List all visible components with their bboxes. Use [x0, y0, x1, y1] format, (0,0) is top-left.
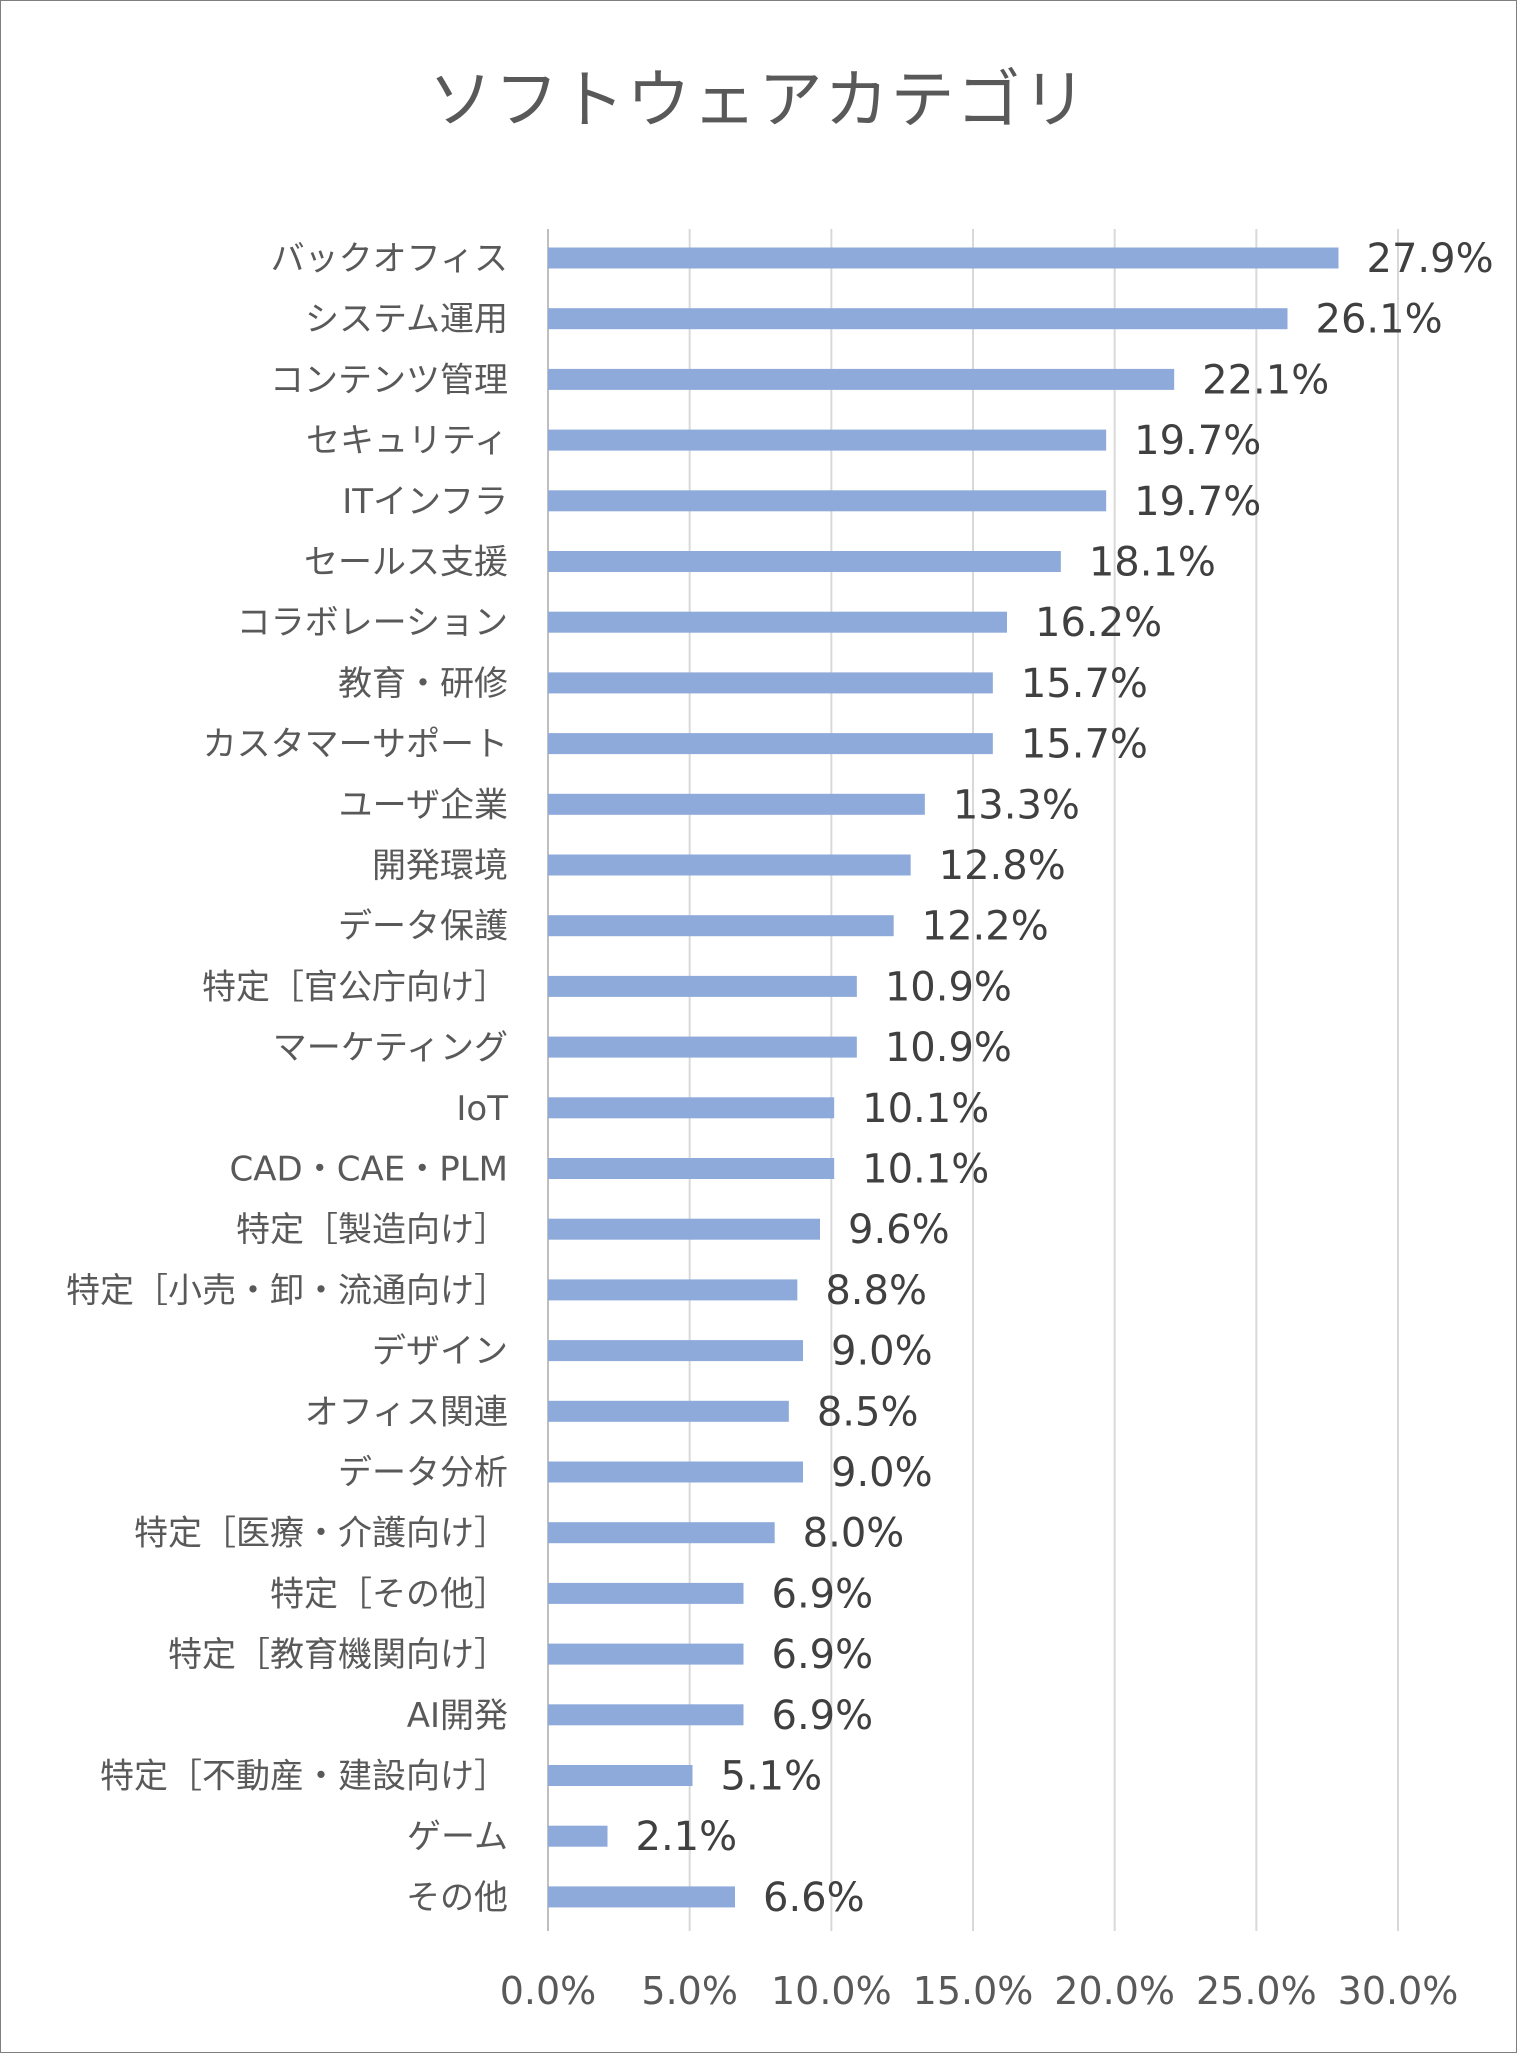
category-label: CAD・CAE・PLM: [230, 1150, 508, 1190]
data-label: 9.6%: [848, 1207, 950, 1253]
category-label: 教育・研修: [338, 664, 508, 704]
category-label: 開発環境: [372, 846, 508, 886]
data-label: 9.0%: [831, 1450, 933, 1496]
data-label: 8.8%: [825, 1268, 927, 1314]
data-label: 6.9%: [772, 1632, 874, 1678]
bar: [548, 915, 894, 937]
category-label: システム運用: [305, 300, 508, 340]
bar: [548, 368, 1175, 390]
category-label: 特定［小売・卸・流通向け］: [66, 1271, 508, 1311]
x-tick-label: 30.0%: [1338, 1969, 1459, 2013]
bar: [548, 1704, 744, 1726]
data-label: 26.1%: [1316, 297, 1443, 343]
data-label: 6.6%: [763, 1875, 865, 1921]
data-label: 15.7%: [1021, 722, 1148, 768]
category-label: セキュリティ: [306, 421, 508, 461]
category-label: コンテンツ管理: [270, 360, 508, 400]
bar: [548, 1218, 820, 1240]
category-label: AI開発: [407, 1696, 508, 1736]
data-label: 8.0%: [803, 1511, 905, 1557]
bar: [548, 975, 857, 997]
category-label: バックオフィス: [271, 239, 508, 279]
category-label: マーケティング: [273, 1028, 508, 1068]
data-label: 10.1%: [862, 1147, 989, 1193]
category-label: データ分析: [338, 1453, 508, 1493]
category-label: 特定［官公庁向け］: [202, 967, 508, 1007]
bar: [548, 490, 1107, 512]
category-label: データ保護: [338, 907, 508, 947]
chart-title: ソフトウェアカテゴリ: [428, 64, 1089, 138]
data-label: 19.7%: [1134, 479, 1261, 525]
category-label: 特定［製造向け］: [236, 1210, 508, 1250]
data-label: 16.2%: [1035, 600, 1162, 646]
bar: [548, 1765, 693, 1786]
category-label: オフィス関連: [305, 1392, 508, 1432]
category-label: ゲーム: [407, 1817, 508, 1857]
category-label: ITインフラ: [342, 482, 508, 522]
data-label: 12.2%: [922, 904, 1049, 950]
bar: [548, 1582, 744, 1604]
bar: [548, 1158, 835, 1179]
category-label: セールス支援: [304, 543, 508, 583]
data-label: 19.7%: [1134, 418, 1261, 464]
data-label: 15.7%: [1021, 661, 1148, 707]
data-label: 9.0%: [831, 1329, 933, 1375]
x-tick-label: 10.0%: [771, 1969, 892, 2013]
bar: [548, 1279, 798, 1301]
category-label: デザイン: [372, 1332, 508, 1372]
bar: [548, 611, 1007, 633]
data-label: 22.1%: [1202, 357, 1329, 403]
bar: [548, 1825, 608, 1847]
category-label: コラボレーション: [237, 603, 508, 643]
data-label: 5.1%: [721, 1754, 823, 1800]
x-tick-label: 5.0%: [641, 1969, 738, 2013]
bar: [548, 1340, 803, 1362]
bar: [548, 429, 1107, 451]
category-label: 特定［不動産・建設向け］: [100, 1757, 508, 1797]
x-tick-label: 0.0%: [500, 1969, 597, 2013]
bar: [548, 1400, 789, 1422]
data-label: 18.1%: [1089, 540, 1216, 586]
category-label: 特定［教育機関向け］: [168, 1635, 508, 1675]
x-tick-label: 15.0%: [913, 1969, 1034, 2013]
category-label: 特定［その他］: [270, 1574, 508, 1614]
bar: [548, 793, 925, 815]
category-label: IoT: [456, 1089, 508, 1129]
bar: [548, 672, 993, 694]
data-label: 10.9%: [885, 964, 1012, 1010]
bar: [548, 1886, 735, 1908]
bar: [548, 1036, 857, 1058]
category-label: ユーザ企業: [339, 785, 508, 825]
bar: [548, 1097, 835, 1119]
category-label: カスタマーサポート: [203, 725, 508, 765]
bar: [548, 1643, 744, 1665]
bar: [548, 1522, 775, 1544]
data-label: 6.9%: [772, 1693, 874, 1739]
data-label: 12.8%: [939, 843, 1066, 889]
data-label: 10.1%: [862, 1086, 989, 1132]
x-tick-label: 20.0%: [1054, 1969, 1175, 2013]
bar: [548, 247, 1339, 269]
data-label: 27.9%: [1367, 236, 1494, 282]
data-label: 13.3%: [953, 782, 1080, 828]
x-tick-label: 25.0%: [1196, 1969, 1317, 2013]
data-label: 6.9%: [772, 1571, 874, 1617]
bar: [548, 733, 993, 755]
bar: [548, 308, 1288, 330]
bar: [548, 1461, 803, 1483]
data-label: 10.9%: [885, 1025, 1012, 1071]
data-label: 8.5%: [817, 1389, 919, 1435]
bar: [548, 551, 1061, 572]
bar: [548, 854, 911, 876]
data-label: 2.1%: [636, 1814, 738, 1860]
category-label: 特定［医療・介護向け］: [134, 1514, 508, 1554]
category-label: その他: [406, 1878, 508, 1918]
